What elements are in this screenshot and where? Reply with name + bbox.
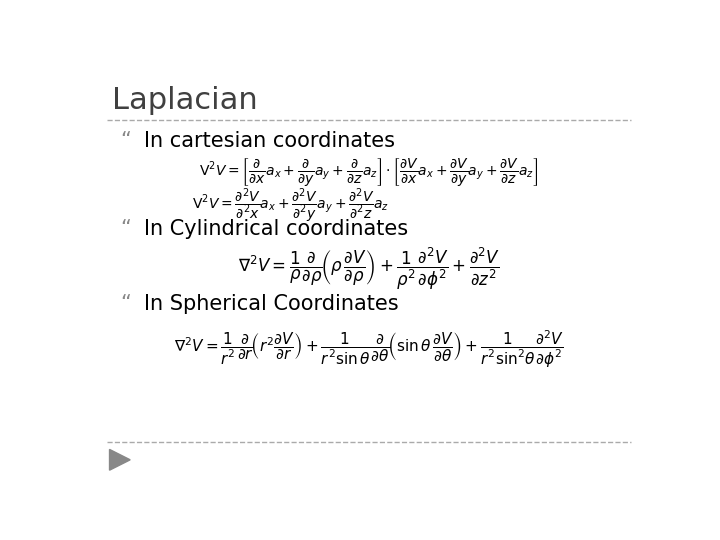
Text: $\nabla^2 V = \dfrac{1}{r^2}\dfrac{\partial}{\partial r}\!\left(r^2\dfrac{\parti: $\nabla^2 V = \dfrac{1}{r^2}\dfrac{\part… (174, 329, 564, 370)
Text: “: “ (121, 131, 132, 151)
Text: Laplacian: Laplacian (112, 85, 258, 114)
Text: $\nabla^2 V = \dfrac{1}{\rho}\dfrac{\partial}{\partial \rho}\!\left(\rho\,\dfrac: $\nabla^2 V = \dfrac{1}{\rho}\dfrac{\par… (238, 246, 500, 292)
Text: “: “ (121, 294, 132, 314)
Text: In Spherical Coordinates: In Spherical Coordinates (144, 294, 399, 314)
Polygon shape (109, 449, 130, 470)
Text: “: “ (121, 219, 132, 239)
Text: In Cylindrical coordinates: In Cylindrical coordinates (144, 219, 408, 239)
Text: $\mathrm{V}^2V = \left[\dfrac{\partial}{\partial x}a_x + \dfrac{\partial}{\parti: $\mathrm{V}^2V = \left[\dfrac{\partial}{… (199, 156, 539, 188)
Text: In cartesian coordinates: In cartesian coordinates (144, 131, 395, 151)
Text: $\mathrm{V}^2V = \dfrac{\partial^2 V}{\partial^2 x}a_x + \dfrac{\partial^2 V}{\p: $\mathrm{V}^2V = \dfrac{\partial^2 V}{\p… (192, 186, 390, 225)
